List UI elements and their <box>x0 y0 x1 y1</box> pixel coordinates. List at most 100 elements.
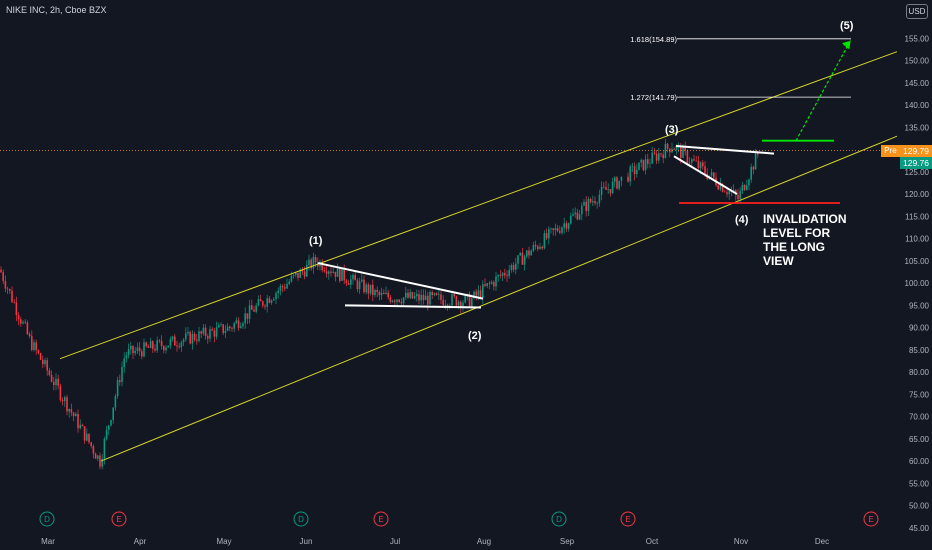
candle-body <box>638 162 640 171</box>
event-label: D <box>298 515 304 524</box>
previous-close-tag: 129.76 <box>900 157 932 169</box>
drawings-layer: 1.618(154.89) 1.272(141.79) <box>0 35 898 462</box>
candle-body <box>303 271 306 277</box>
candle-body <box>158 340 161 341</box>
candle-body <box>477 290 480 296</box>
candle-body <box>136 347 139 351</box>
candle-body <box>99 455 101 467</box>
candle-body <box>44 360 46 365</box>
candle-body <box>460 301 462 308</box>
event-marker <box>551 511 567 527</box>
candle-body <box>666 143 669 149</box>
candle-body <box>752 166 755 170</box>
candle-body <box>180 342 183 348</box>
candle-body <box>17 315 20 320</box>
candle-body <box>310 259 312 269</box>
candle-body <box>653 152 656 154</box>
candle-body <box>402 297 405 304</box>
candle-body <box>407 292 409 298</box>
candle-body <box>578 214 581 220</box>
candle-body <box>253 309 255 312</box>
candle-body <box>501 273 504 276</box>
candle-body <box>488 283 491 284</box>
candle-body <box>20 319 22 324</box>
candle-body <box>695 160 697 162</box>
event-label: E <box>625 515 630 524</box>
x-tick-label: Mar <box>41 537 55 546</box>
candle-body <box>378 291 381 296</box>
candle-body <box>2 272 4 281</box>
candle-body <box>647 159 649 164</box>
event-marker <box>39 511 55 527</box>
candle-body <box>292 274 295 276</box>
candle-body <box>658 153 660 161</box>
wave-4-label: (4) <box>735 214 749 226</box>
candle-body <box>248 305 251 319</box>
currency-button[interactable]: USD <box>906 4 928 19</box>
candle-body <box>350 279 352 285</box>
symbol-header[interactable]: NIKE INC, 2h, Cboe BZX <box>6 5 107 15</box>
candle-body <box>306 265 308 277</box>
event-marker <box>620 511 636 527</box>
candle-body <box>220 324 222 326</box>
candle-body <box>209 329 211 339</box>
invalidation-note: INVALIDATION LEVEL FOR THE LONG VIEW <box>763 212 847 268</box>
candle-body <box>185 333 187 340</box>
candle-body <box>660 153 662 155</box>
price-axis-bg <box>897 0 932 530</box>
x-tick-label: Apr <box>134 537 147 546</box>
y-tick-label: 115.00 <box>905 212 929 221</box>
candle-body <box>644 159 647 171</box>
candle-body <box>132 345 134 354</box>
candle-body <box>697 160 700 169</box>
candle-body <box>682 147 684 158</box>
candle-body <box>246 313 249 319</box>
candle-body <box>277 290 279 294</box>
y-tick-label: 50.00 <box>909 502 930 511</box>
candle-body <box>268 298 271 303</box>
candle-body <box>207 336 209 339</box>
candle-body <box>152 341 154 349</box>
candle-body <box>704 166 706 174</box>
candle-body <box>446 304 449 307</box>
candle-body <box>726 192 728 195</box>
candle-body <box>409 292 411 298</box>
candle-body <box>680 146 682 158</box>
candle-body <box>583 201 585 206</box>
event-marker <box>111 511 127 527</box>
candle-body <box>193 333 196 340</box>
candle-body <box>563 223 565 228</box>
candle-body <box>240 326 242 329</box>
candle-body <box>37 350 40 354</box>
candle-body <box>39 353 42 360</box>
price-axis: 45.00 50.00 55.00 60.00 65.00 70.00 75.00 80.00… <box>897 0 932 533</box>
candle-body <box>464 295 466 303</box>
candle-body <box>633 166 636 175</box>
candle-body <box>53 381 55 386</box>
candle-body <box>235 320 238 324</box>
y-tick-label: 65.00 <box>909 435 930 444</box>
candle-body <box>231 328 233 329</box>
candle-body <box>70 409 73 413</box>
candle-body <box>189 331 191 344</box>
candle-body <box>592 201 594 203</box>
candle-body <box>66 397 68 412</box>
candle-body <box>321 261 323 271</box>
candle-body <box>218 325 220 328</box>
y-tick-label: 85.00 <box>909 346 930 355</box>
candle-body <box>519 252 521 256</box>
candle-body <box>356 280 359 290</box>
wedge-lower-line <box>344 304 482 309</box>
candle-body <box>270 300 273 303</box>
y-tick-label: 155.00 <box>905 34 930 43</box>
candle-body <box>242 323 244 327</box>
candle-body <box>521 252 524 265</box>
candle-body <box>754 153 757 170</box>
candle-body <box>600 186 603 195</box>
candle-body <box>312 257 315 269</box>
wave-2-label: (2) <box>468 330 482 342</box>
event-marker <box>373 511 389 527</box>
last-price-tag: 129.79 <box>900 145 932 157</box>
x-tick-label: Sep <box>560 537 575 546</box>
